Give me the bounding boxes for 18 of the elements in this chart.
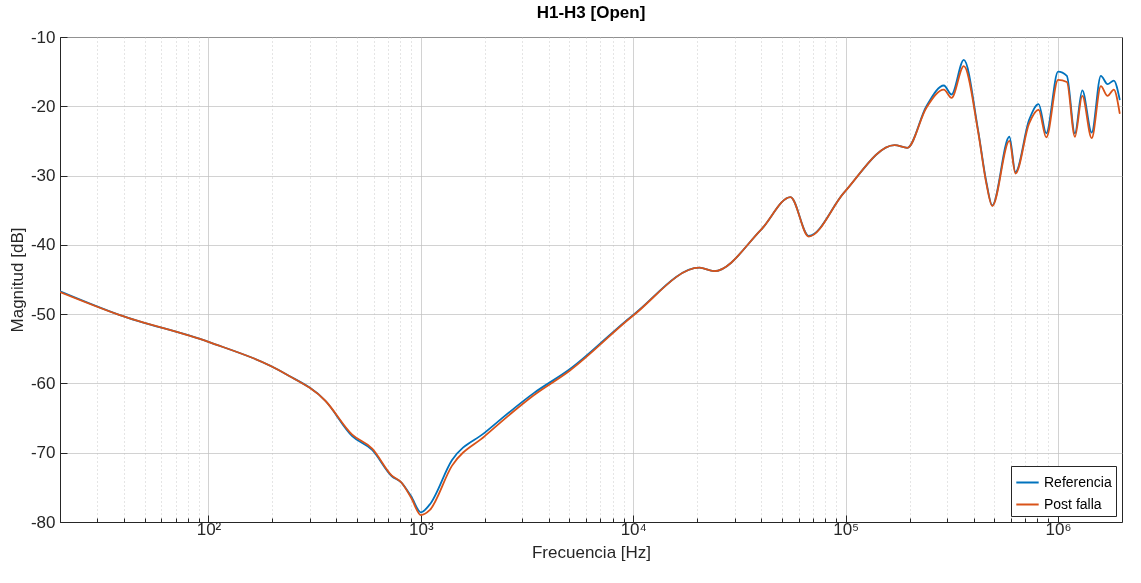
y-tick-label: -60 <box>30 373 56 393</box>
y-tick-label: -70 <box>30 443 56 463</box>
y-tick-label: -80 <box>30 512 56 532</box>
legend-label: Referencia <box>1044 473 1112 490</box>
y-tick-label: -50 <box>30 304 56 324</box>
x-tick-label: 10³ <box>409 519 434 539</box>
x-tick-label: 10⁶ <box>1045 519 1072 539</box>
x-axis-title: Frecuencia [Hz] <box>531 542 652 562</box>
x-tick-label: 10⁵ <box>833 519 860 539</box>
y-tick-label: -30 <box>30 166 56 186</box>
x-tick-label: 10² <box>196 519 222 539</box>
y-axis-title: Magnitud [dB] <box>7 227 27 333</box>
y-tick-label: -40 <box>30 235 56 255</box>
chart-title: H1-H3 [Open] <box>536 3 646 22</box>
y-tick-label: -10 <box>30 27 56 47</box>
y-tick-label: -20 <box>30 96 56 116</box>
legend-label: Post falla <box>1044 495 1102 512</box>
x-tick-label: 10⁴ <box>620 519 647 539</box>
